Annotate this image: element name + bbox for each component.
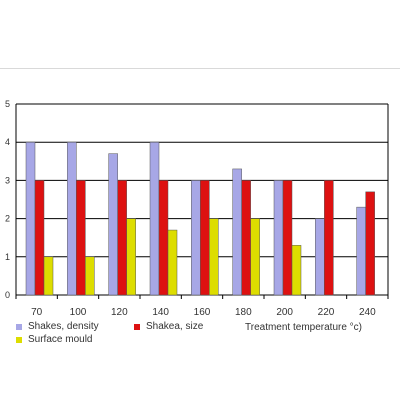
legend-swatch [16,323,22,330]
legend-swatch [134,323,140,330]
y-tick-label: 2 [5,214,10,224]
bar-series-1 [191,180,201,296]
x-tick-label: 140 [152,307,169,318]
x-tick-label: 160 [194,307,211,318]
bars [25,141,375,296]
x-tick-label: 120 [111,307,128,318]
bar-series-3 [250,218,260,296]
y-tick-label: 5 [5,99,10,109]
bar-series-2 [200,180,210,296]
x-tick-label: 240 [359,307,376,318]
bar-series-1 [25,141,36,296]
x-axis-label: Treatment temperature °c) [245,322,362,333]
bar-series-2 [117,180,127,296]
bar-series-2 [34,180,45,296]
bar-series-1 [356,206,366,296]
y-tick-label: 3 [5,175,10,185]
bar-series-2 [158,180,169,296]
legend-label: Surface mould [28,334,93,345]
bar-series-3 [85,256,95,296]
axes [15,104,389,299]
bar-series-2 [324,180,334,296]
y-tick-label: 0 [5,290,10,300]
legend-item-series-1: Shakes, density [16,321,99,332]
bar-series-1 [315,218,325,296]
bar-series-1 [108,153,118,296]
legend-label: Shakea, size [146,321,204,332]
legend-item-series-3: Surface mould [16,334,92,345]
bar-series-3 [209,218,219,296]
bar-series-2 [76,180,86,296]
x-tick-label: 180 [235,307,252,318]
bar-series-3 [167,229,178,296]
x-tick-labels: 70 100 120 140 160 180 200 220 240 [31,307,376,318]
y-tick-label: 4 [5,137,10,147]
bar-series-3 [43,256,54,296]
x-tick-label: 70 [31,307,43,318]
legend-label: Shakes, density [28,321,99,332]
bar-series-3 [291,245,302,296]
x-tick-label: 220 [318,307,335,318]
bar-series-1 [232,168,242,296]
bar-series-2 [365,191,375,296]
top-divider [0,68,400,69]
bar-series-1 [67,141,77,296]
x-tick-label: 100 [70,307,87,318]
y-tick-label: 1 [5,252,10,262]
bar-series-1 [149,141,160,296]
bar-series-1 [273,180,284,296]
x-tick-label: 200 [276,307,293,318]
legend-item-series-2: Shakea, size [134,321,203,332]
y-tick-labels: 0 1 2 3 4 5 [5,99,10,300]
bar-series-2 [282,180,293,296]
legend-swatch [16,336,22,343]
bar-series-2 [241,180,251,296]
bar-series-3 [126,218,136,296]
